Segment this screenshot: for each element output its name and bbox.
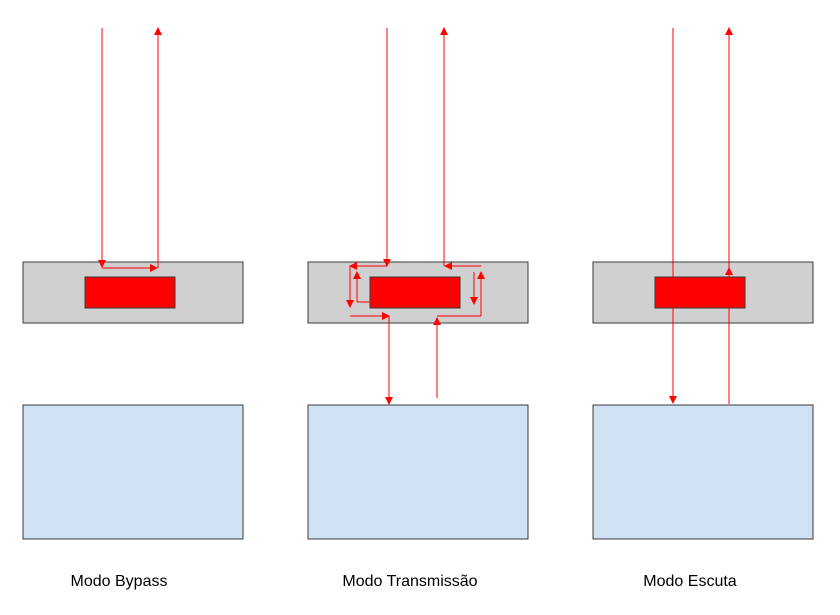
caption-transmissao: Modo Transmissão [342, 573, 477, 590]
panel-bypass: Modo Bypass [22, 27, 244, 590]
chip-escuta [654, 276, 746, 309]
caption-escuta: Modo Escuta [643, 573, 736, 590]
host-box-transmissao [307, 404, 529, 540]
chip-bypass [84, 276, 176, 309]
caption-bypass: Modo Bypass [71, 573, 168, 590]
host-box-escuta [592, 404, 814, 540]
panel-transmissao: Modo Transmissão [307, 27, 529, 590]
panel-escuta: Modo Escuta [592, 27, 814, 590]
chip-transmissao [369, 276, 461, 309]
host-box-bypass [22, 404, 244, 540]
